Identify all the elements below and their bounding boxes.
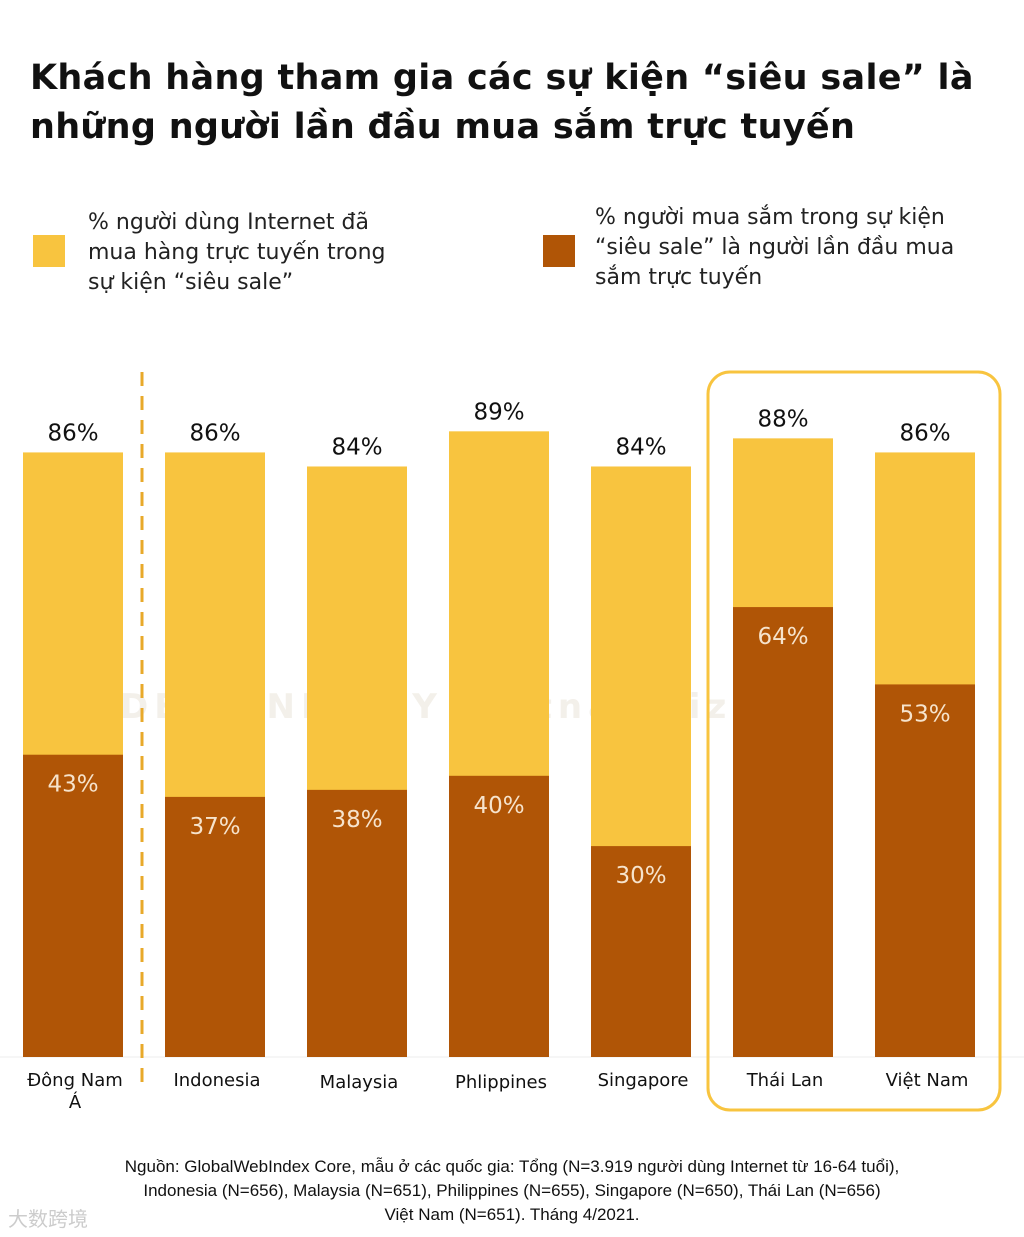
category-label-4: Singapore [598, 1070, 689, 1091]
value-label-outer-1: 86% [189, 420, 240, 446]
value-label-inner-6: 53% [899, 701, 950, 727]
category-label-0: Đông Nam Á [27, 1070, 123, 1113]
value-label-outer-2: 84% [331, 434, 382, 460]
bar-first-time-1 [165, 796, 265, 1057]
value-label-outer-4: 84% [615, 434, 666, 460]
category-label-5: Thái Lan [746, 1070, 824, 1091]
legend-label-first-time: % người mua sắm trong sự kiện “siêu sale… [595, 205, 955, 290]
value-label-inner-1: 37% [189, 814, 240, 840]
value-label-inner-0: 43% [47, 772, 98, 798]
value-label-outer-5: 88% [757, 406, 808, 432]
bar-first-time-4 [591, 846, 691, 1057]
category-label-1: Indonesia [173, 1070, 260, 1091]
category-label-6: Việt Nam [886, 1070, 969, 1091]
highlight-box [706, 370, 1002, 1112]
value-label-outer-6: 86% [899, 420, 950, 446]
value-label-inner-4: 30% [615, 863, 666, 889]
category-label-2: Malaysia [320, 1072, 399, 1093]
chart-title: Khách hàng tham gia các sự kiện “siêu sa… [30, 58, 974, 147]
value-label-inner-3: 40% [473, 793, 524, 819]
bar-first-time-0 [23, 754, 123, 1057]
corner-watermark: 大数跨境 [8, 1207, 88, 1231]
source-footer: Nguồn: GlobalWebIndex Core, mẫu ở các qu… [0, 1155, 1024, 1227]
value-label-outer-3: 89% [473, 399, 524, 425]
legend-swatch-internet [33, 235, 65, 267]
value-label-outer-0: 86% [47, 420, 98, 446]
legend-label-internet: % người dùng Internet đã mua hàng trực t… [88, 210, 386, 295]
bar-first-time-2 [307, 789, 407, 1057]
footer-line-1: Nguồn: GlobalWebIndex Core, mẫu ở các qu… [124, 1157, 900, 1176]
legend-swatch-first-time [543, 235, 575, 267]
category-label-3: Phlippines [455, 1072, 547, 1093]
value-label-inner-5: 64% [757, 624, 808, 650]
value-label-inner-2: 38% [331, 807, 382, 833]
footer-line-3: Việt Nam (N=651). Tháng 4/2021. [384, 1205, 640, 1224]
footer-line-2: Indonesia (N=656), Malaysia (N=651), Phi… [143, 1181, 881, 1200]
bar-first-time-5 [733, 607, 833, 1057]
bar-first-time-3 [449, 775, 549, 1057]
bar-first-time-6 [875, 684, 975, 1057]
